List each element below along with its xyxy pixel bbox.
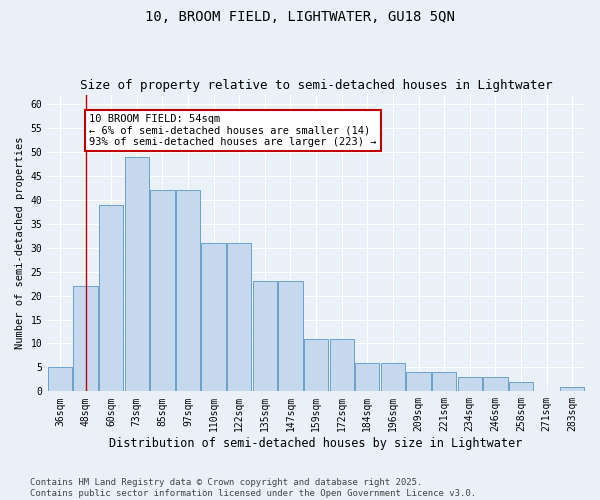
Bar xyxy=(73,286,98,392)
Bar xyxy=(48,368,72,392)
Bar xyxy=(202,243,226,392)
Text: 10 BROOM FIELD: 54sqm
← 6% of semi-detached houses are smaller (14)
93% of semi-: 10 BROOM FIELD: 54sqm ← 6% of semi-detac… xyxy=(89,114,377,147)
Bar xyxy=(509,382,533,392)
Text: Contains HM Land Registry data © Crown copyright and database right 2025.
Contai: Contains HM Land Registry data © Crown c… xyxy=(30,478,476,498)
Bar xyxy=(458,377,482,392)
Bar xyxy=(355,362,379,392)
Bar xyxy=(278,281,302,392)
Bar xyxy=(304,338,328,392)
Bar xyxy=(125,157,149,392)
Bar xyxy=(381,362,405,392)
X-axis label: Distribution of semi-detached houses by size in Lightwater: Distribution of semi-detached houses by … xyxy=(109,437,523,450)
Text: 10, BROOM FIELD, LIGHTWATER, GU18 5QN: 10, BROOM FIELD, LIGHTWATER, GU18 5QN xyxy=(145,10,455,24)
Bar xyxy=(483,377,508,392)
Bar xyxy=(150,190,175,392)
Bar xyxy=(560,386,584,392)
Bar xyxy=(99,204,124,392)
Bar xyxy=(432,372,457,392)
Bar xyxy=(406,372,431,392)
Bar xyxy=(227,243,251,392)
Y-axis label: Number of semi-detached properties: Number of semi-detached properties xyxy=(15,136,25,349)
Title: Size of property relative to semi-detached houses in Lightwater: Size of property relative to semi-detach… xyxy=(80,79,553,92)
Bar xyxy=(253,281,277,392)
Bar xyxy=(329,338,354,392)
Bar xyxy=(176,190,200,392)
